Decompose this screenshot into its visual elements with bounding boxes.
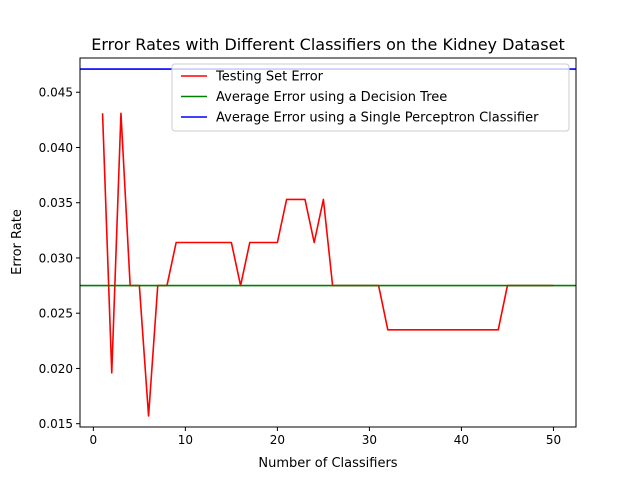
y-tick-label: 0.015 bbox=[39, 417, 73, 431]
y-axis-label: Error Rate bbox=[10, 209, 25, 275]
legend: Testing Set Error Average Error using a D… bbox=[171, 63, 570, 132]
x-tick-label: 30 bbox=[362, 433, 377, 447]
series-0-line bbox=[101, 112, 554, 417]
y-tick-label: 0.045 bbox=[39, 86, 73, 100]
y-tick-label: 0.025 bbox=[39, 307, 73, 321]
y-tick-label: 0.035 bbox=[39, 196, 73, 210]
x-tick-label: 0 bbox=[90, 433, 98, 447]
y-axis: 0.015 0.020 0.025 0.030 0.035 0.040 0.045 bbox=[39, 86, 80, 431]
legend-box bbox=[171, 63, 570, 132]
axes-frame bbox=[79, 57, 577, 428]
x-tick-label: 50 bbox=[546, 433, 561, 447]
legend-label: Average Error using a Single Perceptron … bbox=[216, 111, 539, 126]
x-axis: 0 10 20 30 40 50 bbox=[90, 427, 561, 447]
x-tick-label: 20 bbox=[270, 433, 285, 447]
chart-title: Error Rates with Different Classifiers o… bbox=[91, 35, 565, 54]
y-tick-label: 0.020 bbox=[39, 362, 73, 376]
y-tick-label: 0.040 bbox=[39, 141, 73, 155]
legend-label: Average Error using a Decision Tree bbox=[216, 90, 447, 105]
x-tick-label: 40 bbox=[454, 433, 469, 447]
y-tick-label: 0.030 bbox=[39, 251, 73, 265]
legend-label: Testing Set Error bbox=[215, 70, 324, 85]
x-tick-label: 10 bbox=[178, 433, 193, 447]
x-axis-label: Number of Classifiers bbox=[258, 456, 397, 471]
